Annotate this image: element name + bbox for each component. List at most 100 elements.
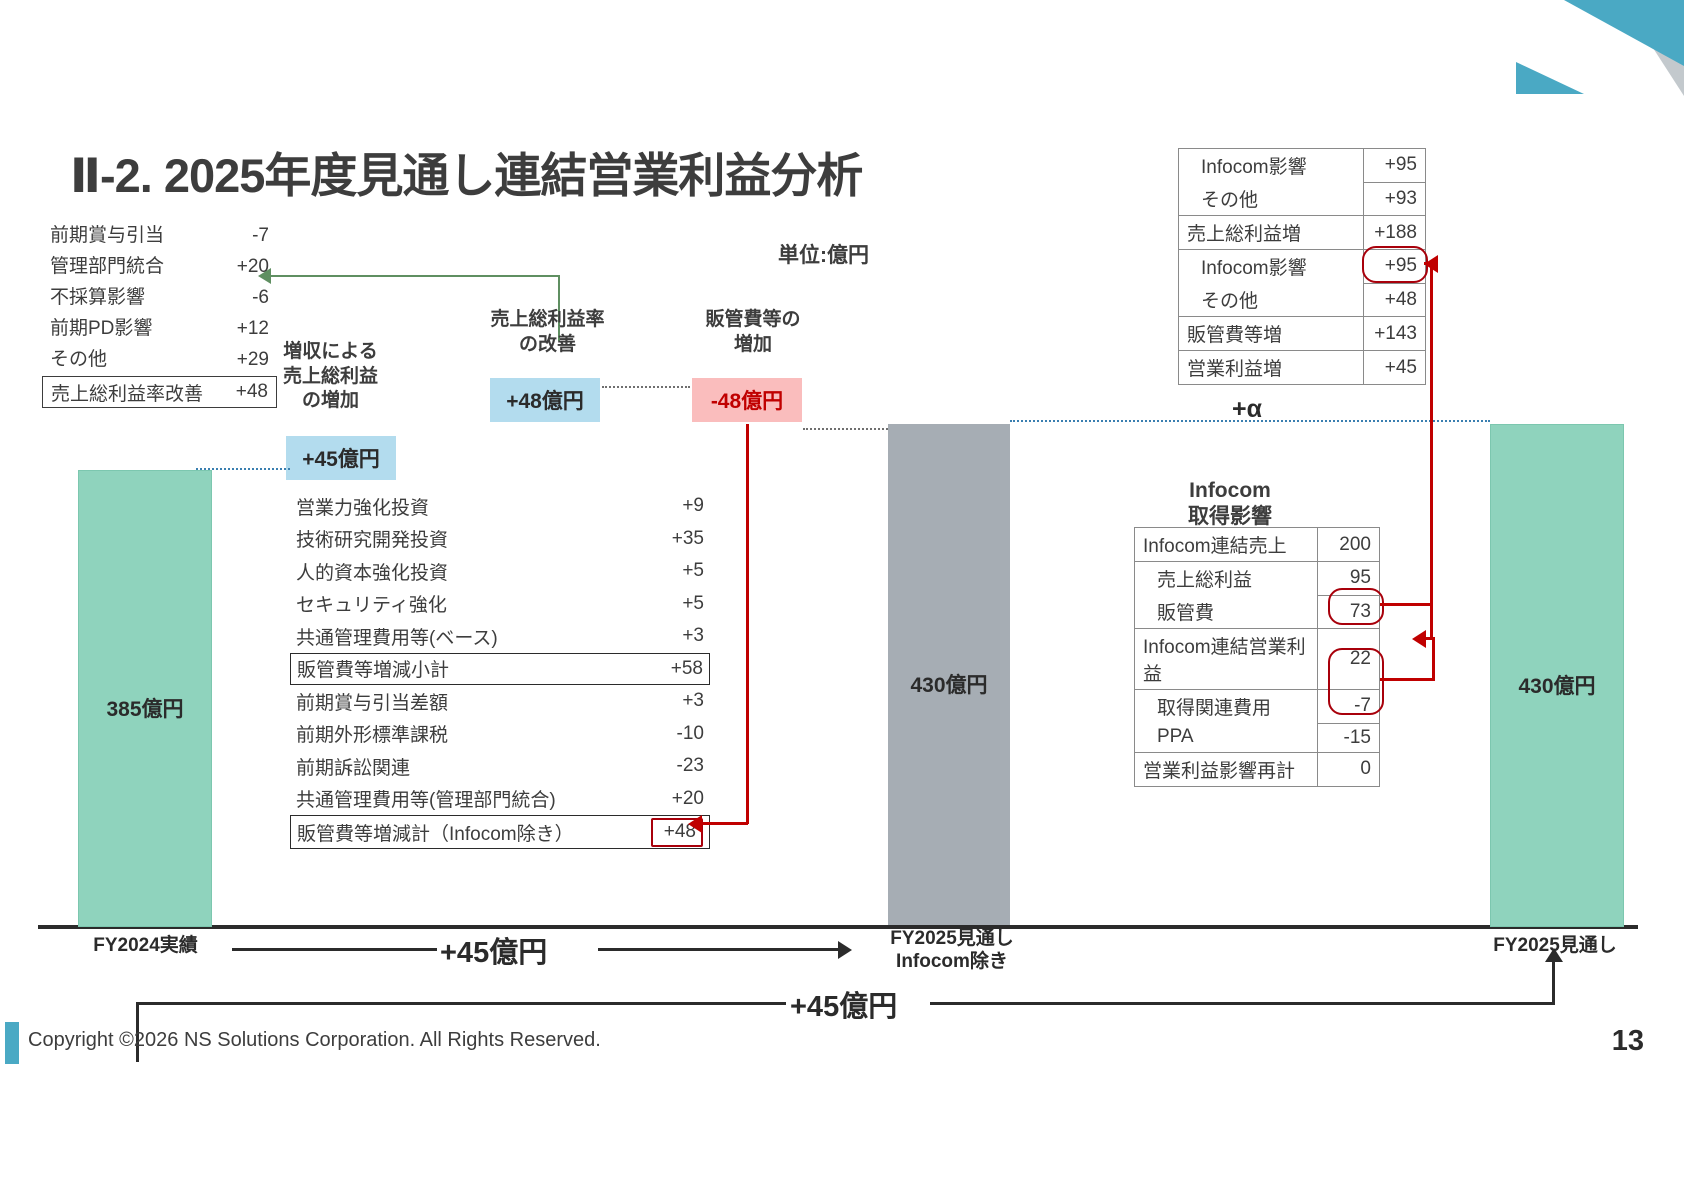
table-row: 共通管理費用等(ベース) +3 xyxy=(290,620,710,653)
row-label: 営業利益増 xyxy=(1178,350,1364,385)
green-connector-vertical xyxy=(558,277,560,341)
axis-label-text-line2: Infocom除き xyxy=(896,950,1008,972)
row-label: 前期PD影響 xyxy=(50,318,153,339)
dotted-connector-alpha xyxy=(1010,420,1490,422)
list-item: 不採算影響 -6 xyxy=(42,282,277,313)
row-value: +188 xyxy=(1363,215,1426,250)
page-title: Ⅱ-2. 2025年度見通し連結営業利益分析 xyxy=(70,149,863,202)
row-label: その他 xyxy=(1178,283,1364,317)
axis-label-fy2024: FY2024実績 xyxy=(48,935,243,958)
row-label: 取得関連費用 xyxy=(1134,689,1318,723)
table-row: 営業利益影響再計 0 xyxy=(1134,751,1380,787)
bar-label-fy2024: 385億円 xyxy=(106,698,184,721)
bar-fy2024: 385億円 xyxy=(78,470,212,927)
callout-revenue-growth-title: 増収による 売上総利益 の増加 xyxy=(282,341,378,412)
table-row: 取得関連費用 -7 xyxy=(1134,689,1380,724)
unit-note: 単位:億円 xyxy=(778,244,869,267)
table-row: 販管費等増 +143 xyxy=(1178,316,1426,351)
red-link-73-vertical xyxy=(1430,262,1433,638)
infocom-title-line1: Infocom xyxy=(1189,479,1271,502)
row-label: 売上総利益増 xyxy=(1178,215,1364,250)
row-label: Infocom連結営業利益 xyxy=(1134,628,1318,690)
row-value: +12 xyxy=(236,318,269,339)
red-link-ppa-horizontal xyxy=(1380,678,1435,681)
row-value: 73 xyxy=(1317,594,1380,629)
list-item: 前期PD影響 +12 xyxy=(42,313,277,344)
infocom-table-title: Infocom 取得影響 xyxy=(1130,478,1330,531)
table-row: Infocom連結営業利益 22 xyxy=(1134,628,1380,690)
row-label: Infocom影響 xyxy=(1178,249,1364,283)
row-label: 共通管理費用等(管理部門統合) xyxy=(296,790,556,812)
delta2-line-vertical-right xyxy=(1552,960,1555,1005)
footer-accent-bar xyxy=(5,1022,19,1064)
callout-margin-title: 売上総利益率 の改善 xyxy=(490,309,605,355)
copyright-text: Copyright ©2026 NS Solutions Corporation… xyxy=(28,1029,601,1051)
row-value: +48 xyxy=(1363,282,1426,317)
row-value: +58 xyxy=(670,657,703,679)
callout-sga-title: 販管費等の 増加 xyxy=(705,309,801,355)
red-link-ppa-up xyxy=(1432,637,1435,681)
table-row: 営業力強化投資 +9 xyxy=(290,490,710,523)
bar-label-fy2025: 430億円 xyxy=(1518,675,1596,698)
table-row: 共通管理費用等(管理部門統合) +20 xyxy=(290,783,710,816)
callout-margin-chip: +48億円 xyxy=(490,378,600,422)
row-label: 技術研究開発投資 xyxy=(296,530,449,552)
table-row: 売上総利益増 +188 xyxy=(1178,215,1426,250)
red-connector-vertical xyxy=(746,424,749,824)
plus-alpha-label: +α xyxy=(1232,395,1262,423)
corner-teal-accent xyxy=(1516,62,1584,94)
table-row: 販管費 73 xyxy=(1134,594,1380,629)
axis-label-fy2025-ex: FY2025見通し Infocom除き xyxy=(862,928,1042,974)
mid-breakdown-table: 営業力強化投資 +9 技術研究開発投資 +35 人的資本強化投資 +5 セキュリ… xyxy=(290,490,710,849)
bar-fy2025-ex-infocom: 430億円 xyxy=(888,424,1010,925)
row-value: -10 xyxy=(676,722,704,744)
row-value: 95 xyxy=(1317,561,1380,596)
delta1-arrow-icon xyxy=(838,941,852,959)
green-connector-horizontal xyxy=(270,275,560,277)
corner-teal-shape xyxy=(1564,0,1684,66)
red-connector-horizontal xyxy=(700,822,748,825)
left-breakdown-list: 前期賞与引当 -7 管理部門統合 +20 不採算影響 -6 前期PD影響 +12… xyxy=(42,220,277,408)
page-number: 13 xyxy=(1611,1025,1644,1057)
dotted-connector-sga-right xyxy=(803,428,888,430)
table-row: 前期賞与引当差額 +3 xyxy=(290,685,710,718)
red-arrow-ppa-icon xyxy=(1412,630,1426,648)
row-label: 前期賞与引当 xyxy=(50,225,165,246)
callout-sga-chip: -48億円 xyxy=(692,378,802,422)
table-row-total: 販管費等増減計（Infocom除き） +48 xyxy=(290,815,710,849)
row-label: 管理部門統合 xyxy=(50,256,165,277)
table-row: Infocom連結売上 200 xyxy=(1134,527,1380,562)
row-label: 営業利益影響再計 xyxy=(1134,751,1318,787)
row-label: 前期訴訟関連 xyxy=(296,757,411,779)
dotted-connector-green-bar xyxy=(196,468,290,470)
table-row: 技術研究開発投資 +35 xyxy=(290,523,710,556)
table-row: その他 +48 xyxy=(1178,282,1426,317)
row-label: 共通管理費用等(ベース) xyxy=(296,627,498,649)
row-value: +95 xyxy=(1363,148,1426,183)
infocom-table: Infocom連結売上 200 売上総利益 95 販管費 73 Infocom連… xyxy=(1134,527,1380,787)
row-value: -7 xyxy=(252,225,269,246)
total-label: 売上総利益率改善 xyxy=(51,383,204,405)
row-value: 200 xyxy=(1317,527,1380,562)
axis-label-fy2025: FY2025見通し xyxy=(1455,935,1655,958)
row-value: -23 xyxy=(676,755,704,777)
row-value: +3 xyxy=(682,625,704,647)
row-label: 販管費等増 xyxy=(1178,316,1364,351)
row-label: 人的資本強化投資 xyxy=(296,562,449,584)
red-link-ppa-arrow-tail xyxy=(1424,637,1434,640)
delta1-line-right xyxy=(598,948,840,951)
delta2-label: +45億円 xyxy=(790,991,898,1023)
dotted-connector-chips xyxy=(602,386,690,388)
delta2-line-vertical-left xyxy=(136,1002,139,1062)
row-label: Infocom連結売上 xyxy=(1134,527,1318,562)
table-row: 前期訴訟関連 -23 xyxy=(290,750,710,783)
row-value: +48 xyxy=(651,817,703,847)
bar-label-fy2025-ex: 430億円 xyxy=(910,674,988,697)
red-link-73-horizontal xyxy=(1380,603,1432,606)
row-value: +3 xyxy=(682,690,704,712)
summary-table: Infocom影響 +95 その他 +93 売上総利益増 +188 Infoco… xyxy=(1178,148,1426,385)
table-row: Infocom影響 +95 xyxy=(1178,249,1426,284)
row-label: 売上総利益 xyxy=(1134,561,1318,595)
table-row: 売上総利益 95 xyxy=(1134,561,1380,596)
row-value: 0 xyxy=(1317,751,1380,787)
